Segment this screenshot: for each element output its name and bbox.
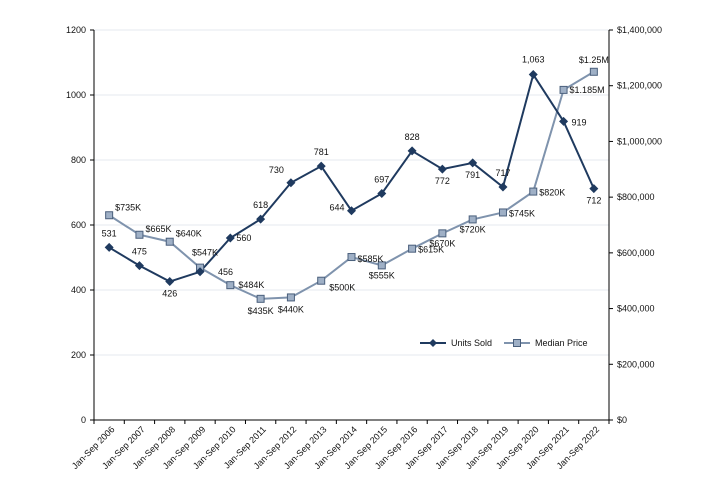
median-price-data-label: $735K — [115, 202, 141, 212]
median-price-data-label: $484K — [238, 280, 264, 290]
units-sold-point — [165, 277, 175, 287]
median-price-point — [286, 293, 295, 302]
y-left-tick-label: 600 — [71, 220, 86, 230]
median-price-point — [317, 276, 326, 285]
units-sold-data-label: 531 — [102, 228, 117, 238]
units-sold-data-label: 730 — [269, 165, 284, 175]
y-right-tick-label: $1,400,000 — [617, 25, 662, 35]
median-price-point — [468, 215, 477, 224]
series-line-units-sold — [108, 72, 595, 283]
y-right-tick-label: $400,000 — [617, 304, 655, 314]
median-price-data-label: $720K — [460, 224, 486, 234]
median-price-point — [438, 229, 447, 238]
y-right-tick-label: $200,000 — [617, 359, 655, 369]
units-sold-data-label: 697 — [374, 174, 389, 184]
units-sold-point — [286, 178, 296, 188]
median-price-data-label: $640K — [176, 229, 202, 239]
units-sold-point — [316, 161, 326, 171]
units-sold-point — [104, 242, 114, 252]
median-price-point — [377, 261, 386, 270]
median-price-data-label: $435K — [248, 306, 274, 316]
units-sold-data-label: 426 — [162, 289, 177, 299]
legend-label-median-price: Median Price — [535, 338, 588, 348]
median-price-data-label: $1.25M — [579, 55, 609, 65]
y-left-tick-label: 200 — [71, 350, 86, 360]
y-left-tick-label: 0 — [81, 415, 86, 425]
units-sold-data-label: 791 — [465, 170, 480, 180]
median-price-data-label: $555K — [369, 270, 395, 280]
y-left-tick-label: 800 — [71, 155, 86, 165]
y-left-tick-label: 400 — [71, 285, 86, 295]
median-price-point — [559, 85, 568, 94]
units-sold-point — [437, 164, 447, 174]
units-sold-point — [528, 70, 538, 80]
units-sold-point — [589, 184, 599, 194]
y-right-tick-label: $600,000 — [617, 248, 655, 258]
median-price-data-label: $615K — [418, 245, 444, 255]
units-sold-data-label: 644 — [329, 203, 344, 213]
units-sold-point — [377, 188, 387, 198]
median-price-data-label: $547K — [192, 248, 218, 258]
median-price-point — [135, 230, 144, 239]
median-price-point — [347, 253, 356, 262]
units-sold-data-label: 712 — [586, 196, 601, 206]
legend-label-units-sold: Units Sold — [451, 338, 492, 348]
y-right-tick-label: $1,000,000 — [617, 136, 662, 146]
median-price-data-label: $440K — [278, 304, 304, 314]
units-sold-data-label: 828 — [405, 132, 420, 142]
y-left-tick-label: 1200 — [66, 25, 86, 35]
units-sold-data-label: 772 — [435, 176, 450, 186]
units-sold-point — [256, 214, 266, 224]
units-sold-data-label: 781 — [314, 147, 329, 157]
units-sold-point — [347, 206, 356, 216]
legend-marker-median-price — [513, 339, 521, 347]
units-sold-point — [195, 267, 205, 277]
units-sold-point — [225, 233, 235, 243]
units-sold-data-label: 717 — [495, 168, 510, 178]
median-price-point — [105, 211, 114, 220]
units-sold-point — [407, 146, 417, 156]
units-sold-point — [134, 261, 144, 271]
median-price-data-label: $820K — [539, 188, 565, 198]
units-sold-data-label: 618 — [253, 200, 268, 210]
units-sold-point — [468, 158, 478, 168]
median-price-point — [226, 281, 235, 290]
median-price-point — [529, 187, 538, 196]
units-sold-data-label: 919 — [572, 117, 587, 127]
units-sold-data-label: 1,063 — [522, 55, 545, 65]
median-price-data-label: $665K — [145, 224, 171, 234]
median-price-point — [498, 208, 507, 217]
median-price-data-label: $745K — [509, 208, 535, 218]
y-left-tick-label: 1000 — [66, 90, 86, 100]
median-price-data-label: $585K — [358, 254, 384, 264]
median-price-point — [256, 294, 265, 303]
legend-marker-units-sold — [429, 339, 437, 347]
median-price-data-label: $670K — [429, 238, 455, 248]
units-sold-point — [559, 116, 569, 126]
series-line-median-price — [108, 70, 595, 300]
units-sold-data-label: 456 — [218, 267, 233, 277]
median-price-point — [589, 67, 598, 76]
units-sold-data-label: 560 — [236, 233, 251, 243]
y-right-tick-label: $1,200,000 — [617, 81, 662, 91]
y-right-tick-label: $800,000 — [617, 192, 655, 202]
median-price-data-label: $500K — [329, 283, 355, 293]
units-sold-data-label: 475 — [132, 247, 147, 257]
y-right-tick-label: $0 — [617, 415, 627, 425]
median-price-point — [165, 237, 174, 246]
units-sold-point — [498, 182, 508, 192]
median-price-data-label: $1.185M — [570, 85, 605, 95]
median-price-point — [408, 244, 417, 253]
